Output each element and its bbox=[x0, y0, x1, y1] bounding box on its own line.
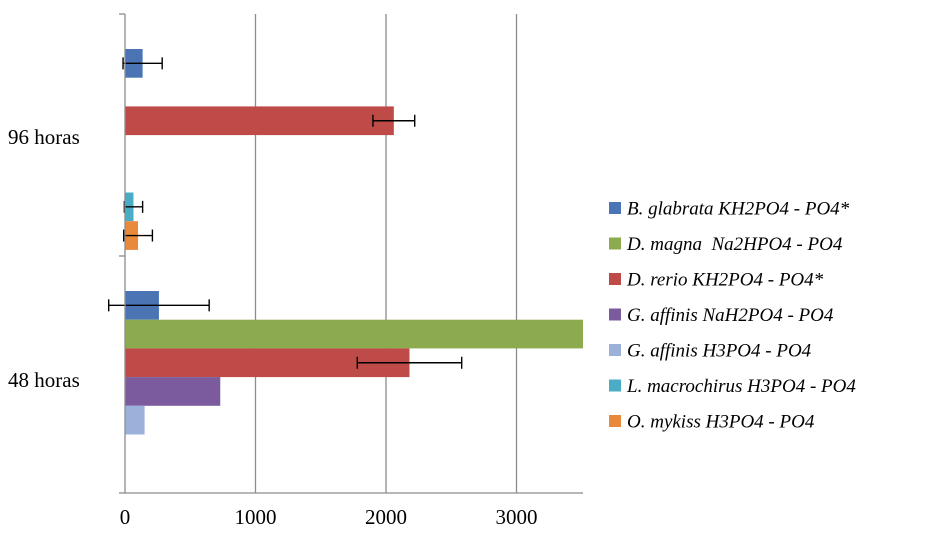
x-tick-label: 1000 bbox=[235, 505, 277, 529]
legend-label: B. glabrata KH2PO4 - PO4* bbox=[627, 199, 850, 220]
category-labels: 96 horas 48 horas bbox=[8, 125, 80, 392]
gridlines bbox=[254, 14, 518, 493]
bar bbox=[125, 377, 221, 406]
legend-swatch bbox=[609, 202, 621, 214]
legend-label: D. rerio KH2PO4 - PO4* bbox=[626, 270, 824, 291]
x-tick-label: 0 bbox=[120, 505, 131, 529]
legend-swatch bbox=[609, 273, 621, 285]
legend-label: G. affinis H3PO4 - PO4 bbox=[627, 341, 812, 362]
bar bbox=[125, 106, 394, 136]
legend-label: O. mykiss H3PO4 - PO4 bbox=[627, 412, 815, 433]
category-label: 96 horas bbox=[8, 125, 80, 149]
legend-label: L. macrochirus H3PO4 - PO4 bbox=[626, 376, 856, 397]
x-tick-labels: 0 1000 2000 3000 bbox=[120, 505, 538, 529]
bar bbox=[125, 319, 583, 349]
bar bbox=[125, 405, 145, 435]
category-label: 48 horas bbox=[8, 368, 80, 392]
legend-label: G. affinis NaH2PO4 - PO4 bbox=[627, 305, 834, 326]
legend: B. glabrata KH2PO4 - PO4* D. magna Na2HPO… bbox=[609, 199, 856, 433]
legend-swatch bbox=[609, 379, 621, 392]
legend-swatch bbox=[609, 415, 621, 427]
legend-label: D. magna Na2HPO4 - PO4 bbox=[626, 234, 843, 255]
x-tick-label: 3000 bbox=[496, 505, 538, 529]
bars bbox=[125, 49, 583, 435]
axes bbox=[119, 13, 583, 494]
x-tick-label: 2000 bbox=[365, 505, 407, 529]
legend-swatch bbox=[609, 344, 621, 356]
legend-swatch bbox=[609, 237, 621, 250]
legend-swatch bbox=[609, 308, 621, 321]
